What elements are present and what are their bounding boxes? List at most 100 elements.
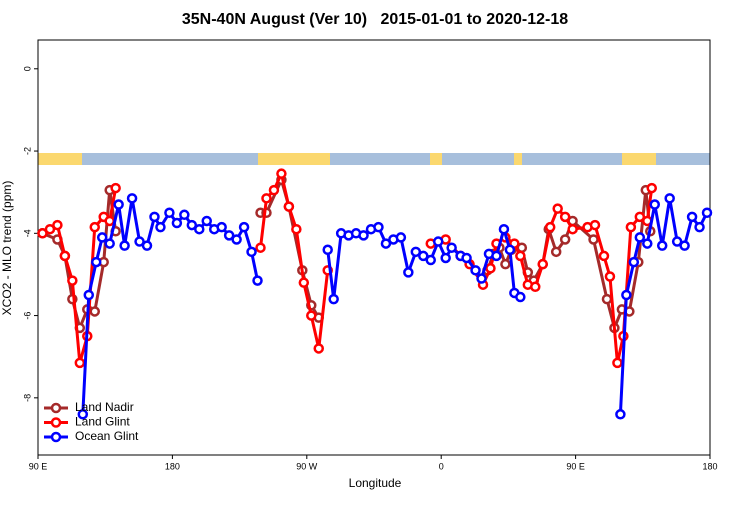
x-tick-label: 90 W	[296, 461, 318, 471]
data-point	[104, 238, 115, 249]
y-axis-label: XCO2 - MLO trend (ppm)	[0, 181, 14, 316]
data-point	[552, 203, 563, 214]
data-point	[461, 252, 472, 264]
data-point	[155, 221, 166, 233]
data-point	[89, 306, 100, 317]
data-point	[589, 219, 601, 231]
land-strip	[258, 153, 330, 165]
y-tick-label: -2	[22, 147, 32, 155]
y-tick-label: 0	[22, 66, 32, 71]
data-point	[646, 182, 658, 194]
data-point	[679, 240, 690, 251]
data-point	[470, 265, 481, 276]
data-point	[628, 256, 640, 268]
data-point	[612, 357, 623, 369]
data-point	[179, 209, 190, 221]
data-point	[164, 207, 175, 218]
data-point	[625, 221, 637, 233]
data-point	[322, 244, 333, 256]
data-point	[119, 240, 130, 251]
x-tick-label: 180	[702, 461, 717, 471]
data-point	[306, 310, 317, 321]
y-tick-label: -6	[22, 312, 32, 320]
data-point	[701, 207, 713, 218]
data-point	[537, 258, 548, 270]
data-point	[642, 238, 653, 249]
land-strip	[514, 153, 522, 165]
data-point	[261, 193, 272, 204]
data-point	[186, 219, 198, 231]
data-point	[358, 230, 369, 241]
data-point	[491, 250, 502, 262]
data-point	[291, 223, 302, 235]
data-point	[515, 250, 526, 262]
y-tick-label: -4	[22, 229, 32, 237]
data-point	[664, 193, 675, 204]
land-mask-strip	[38, 153, 710, 165]
data-point	[231, 234, 242, 245]
data-point	[276, 168, 287, 179]
data-point	[686, 211, 698, 223]
data-point	[52, 219, 63, 231]
data-point	[113, 199, 124, 210]
data-point	[90, 256, 102, 268]
data-point	[96, 232, 108, 243]
legend-swatch-marker	[50, 417, 62, 428]
data-point	[634, 232, 646, 243]
data-point	[615, 409, 626, 420]
series	[37, 168, 658, 369]
data-point	[559, 211, 571, 223]
x-tick-label: 180	[165, 461, 180, 471]
data-point	[134, 236, 145, 247]
data-point	[500, 258, 511, 270]
plot-frame	[37, 39, 711, 456]
data-point	[194, 223, 205, 235]
data-point	[37, 228, 48, 239]
data-point	[77, 409, 89, 420]
data-point	[485, 263, 496, 274]
x-axis-label: Longitude	[349, 476, 402, 490]
data-point	[110, 182, 121, 194]
data-point	[498, 223, 510, 235]
x-tick-label: 90 E	[566, 461, 585, 471]
data-point	[252, 275, 263, 286]
data-point	[671, 236, 683, 247]
data-point	[83, 289, 95, 301]
data-point	[515, 291, 526, 303]
data-point	[418, 250, 429, 262]
x-tick-label: 90 E	[29, 461, 48, 471]
data-point	[126, 193, 138, 204]
data-point	[201, 215, 212, 227]
data-point	[255, 242, 266, 253]
data-point	[268, 184, 280, 196]
data-point	[403, 267, 414, 278]
data-point	[601, 293, 613, 305]
data-point	[567, 223, 578, 235]
legend-label: Land Nadir	[75, 400, 134, 414]
legend-label: Land Glint	[75, 415, 130, 429]
data-point	[328, 293, 339, 305]
chart-title: 35N-40N August (Ver 10) 2015-01-01 to 20…	[182, 11, 568, 28]
data-point	[598, 250, 610, 262]
land-strip	[38, 153, 82, 165]
data-point	[694, 221, 705, 233]
data-point	[313, 343, 324, 354]
x-tick-label: 0	[439, 461, 444, 471]
data-point	[238, 221, 250, 233]
data-point	[544, 221, 556, 233]
data-point	[283, 201, 295, 212]
data-point	[298, 277, 310, 288]
data-point	[216, 221, 227, 233]
data-point	[44, 223, 56, 235]
data-point	[550, 246, 562, 258]
data-point	[588, 234, 599, 245]
data-point	[425, 254, 436, 266]
data-point	[149, 211, 160, 223]
legend-swatch-marker	[50, 402, 62, 414]
data-point	[504, 244, 516, 256]
data-point	[440, 252, 451, 264]
legend-swatch-marker	[50, 431, 62, 443]
land-strip	[622, 153, 656, 165]
data-point	[395, 232, 407, 243]
